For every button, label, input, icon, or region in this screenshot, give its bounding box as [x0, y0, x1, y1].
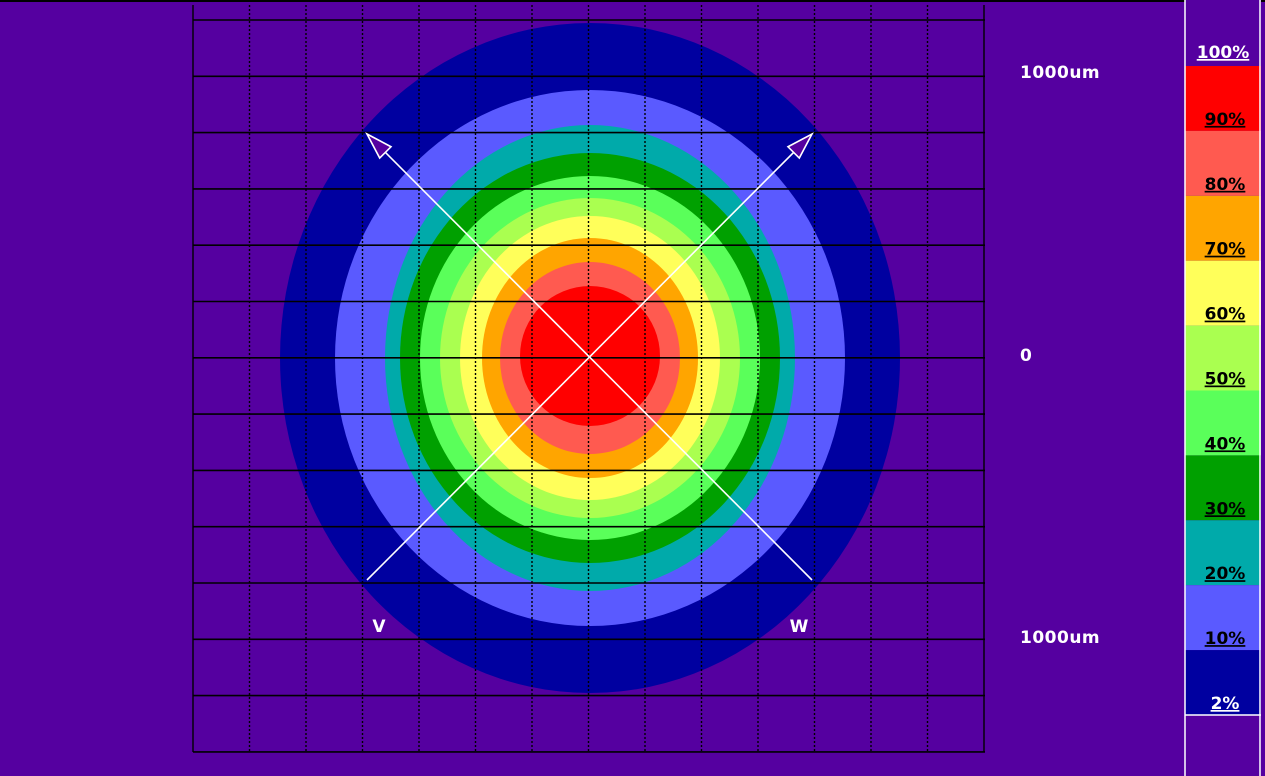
colorbar-top-label: 100%: [1197, 43, 1250, 63]
colorbar: 100% 90% 80% 70% 60% 50% 40% 30% 20% 10% 2%: [1184, 0, 1261, 776]
colorbar-band: [1185, 390, 1261, 456]
colorbar-band: [1185, 130, 1261, 196]
colorbar-label: 40%: [1205, 434, 1246, 454]
colorbar-label: 70%: [1205, 240, 1246, 260]
axis-arrow-v: [786, 132, 814, 160]
colorbar-label: 80%: [1205, 175, 1246, 195]
colorbar-label: 2%: [1211, 694, 1240, 714]
colorbar-band: [1185, 260, 1261, 326]
scale-label-bottom: 1000um: [1020, 628, 1101, 648]
colorbar-band: [1185, 455, 1261, 521]
scale-label-top: 1000um: [1020, 63, 1101, 83]
colorbar-band: [1185, 66, 1261, 131]
colorbar-label: 10%: [1205, 629, 1246, 649]
colorbar-band: [1185, 520, 1261, 586]
scale-label-middle: 0: [1020, 346, 1033, 366]
colorbar-label: 90%: [1205, 110, 1246, 130]
axis-label-v: V: [372, 617, 386, 637]
colorbar-band: [1185, 325, 1261, 391]
axis-arrow-w: [365, 132, 393, 160]
colorbar-band: [1185, 195, 1261, 261]
colorbar-label: 20%: [1205, 564, 1246, 584]
colorbar-label: 50%: [1205, 370, 1246, 390]
colorbar-label: 60%: [1205, 305, 1246, 325]
colorbar-band: [1185, 585, 1261, 651]
colorbar-label: 30%: [1205, 499, 1246, 519]
axis-line-w: [366, 133, 813, 581]
axis-label-w: W: [790, 617, 809, 637]
top-border: [0, 0, 1265, 2]
plot-grid: [192, 5, 985, 753]
colorbar-band: [1185, 650, 1261, 715]
